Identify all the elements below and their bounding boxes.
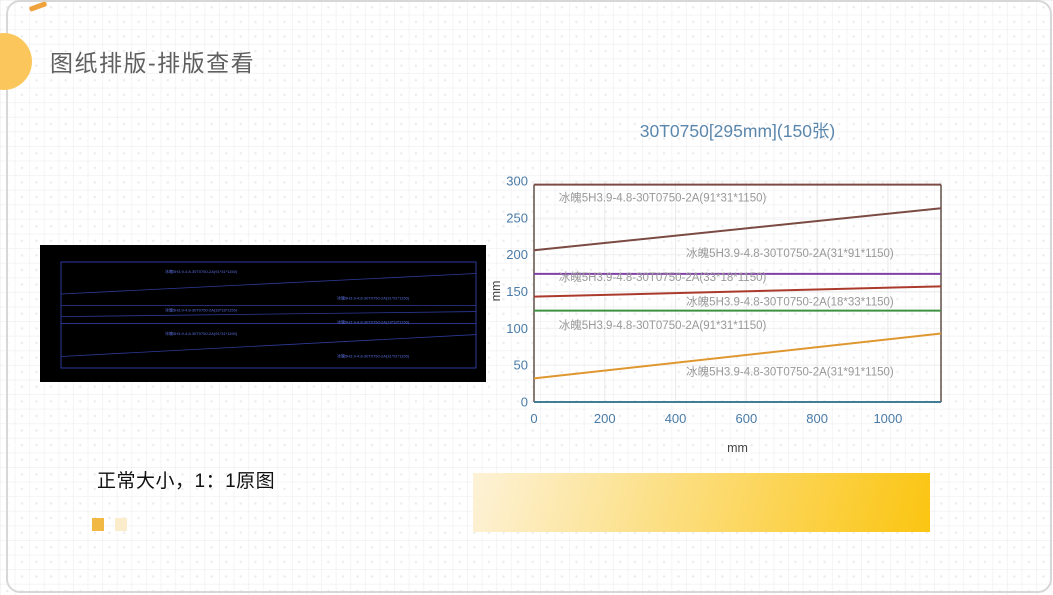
- svg-text:300: 300: [506, 174, 528, 189]
- svg-text:冰魄5H3.9-4.8-30T0750-2A(31*91*1: 冰魄5H3.9-4.8-30T0750-2A(31*91*1150): [337, 353, 410, 359]
- svg-text:250: 250: [506, 210, 528, 225]
- svg-text:冰魄5H3.9-4.8-30T0750-2A(33*18*1: 冰魄5H3.9-4.8-30T0750-2A(33*18*1150): [165, 307, 238, 313]
- svg-text:150: 150: [506, 284, 528, 299]
- svg-text:冰魄5H3.9-4.8-30T0750-2A(91*31*1: 冰魄5H3.9-4.8-30T0750-2A(91*31*1150): [559, 318, 767, 332]
- svg-text:1000: 1000: [873, 411, 902, 426]
- svg-text:0: 0: [530, 411, 537, 426]
- bullet-square-dark: [92, 518, 104, 531]
- svg-text:冰魄5H3.9-4.8-30T0750-2A(31*91*1: 冰魄5H3.9-4.8-30T0750-2A(31*91*1150): [337, 295, 410, 301]
- svg-text:200: 200: [594, 411, 616, 426]
- svg-text:mm: mm: [727, 441, 748, 455]
- svg-text:冰魄5H3.9-4.8-30T0750-2A(18*33*1: 冰魄5H3.9-4.8-30T0750-2A(18*33*1150): [337, 318, 410, 324]
- svg-text:600: 600: [735, 411, 757, 426]
- layout-chart: 冰魄5H3.9-4.8-30T0750-2A(91*31*1150) 冰魄5H3.…: [489, 174, 942, 455]
- bullet-square-light: [115, 518, 127, 531]
- svg-text:mm: mm: [489, 281, 503, 302]
- layout-chart-panel: 30T0750[295mm](150张) 冰魄5H3.9-4.8-30T0750…: [488, 110, 964, 470]
- page-title: 图纸排版-排版查看: [50, 50, 256, 76]
- svg-text:200: 200: [506, 247, 528, 262]
- bottom-gradient-bar: [473, 473, 930, 532]
- svg-text:冰魄5H3.9-4.8-30T0750-2A(18*33*1: 冰魄5H3.9-4.8-30T0750-2A(18*33*1150): [686, 294, 894, 308]
- cad-drawing: 冰魄5H3.9-4.8-30T0750-2A(91*31*1150) 冰魄5H3.…: [40, 245, 486, 382]
- svg-text:冰魄5H3.9-4.8-30T0750-2A(91*31*1: 冰魄5H3.9-4.8-30T0750-2A(91*31*1150): [165, 268, 238, 274]
- caption-text: 正常大小，1：1原图: [97, 471, 276, 492]
- svg-text:400: 400: [665, 411, 687, 426]
- svg-text:冰魄5H3.9-4.8-30T0750-2A(91*31*1: 冰魄5H3.9-4.8-30T0750-2A(91*31*1150): [559, 191, 767, 205]
- svg-text:冰魄5H3.9-4.8-30T0750-2A(91*31*1: 冰魄5H3.9-4.8-30T0750-2A(91*31*1150): [165, 330, 238, 336]
- svg-text:冰魄5H3.9-4.8-30T0750-2A(31*91*1: 冰魄5H3.9-4.8-30T0750-2A(31*91*1150): [686, 364, 894, 378]
- chart-title: 30T0750[295mm](150张): [639, 121, 836, 141]
- svg-text:0: 0: [521, 395, 528, 410]
- svg-text:冰魄5H3.9-4.8-30T0750-2A(31*91*1: 冰魄5H3.9-4.8-30T0750-2A(31*91*1150): [686, 246, 894, 260]
- svg-text:800: 800: [806, 411, 828, 426]
- cad-preview-panel: 冰魄5H3.9-4.8-30T0750-2A(91*31*1150) 冰魄5H3.…: [40, 245, 486, 382]
- svg-text:冰魄5H3.9-4.8-30T0750-2A(33*18*1: 冰魄5H3.9-4.8-30T0750-2A(33*18*1150): [559, 270, 767, 284]
- svg-text:50: 50: [514, 358, 528, 373]
- svg-text:100: 100: [506, 321, 528, 336]
